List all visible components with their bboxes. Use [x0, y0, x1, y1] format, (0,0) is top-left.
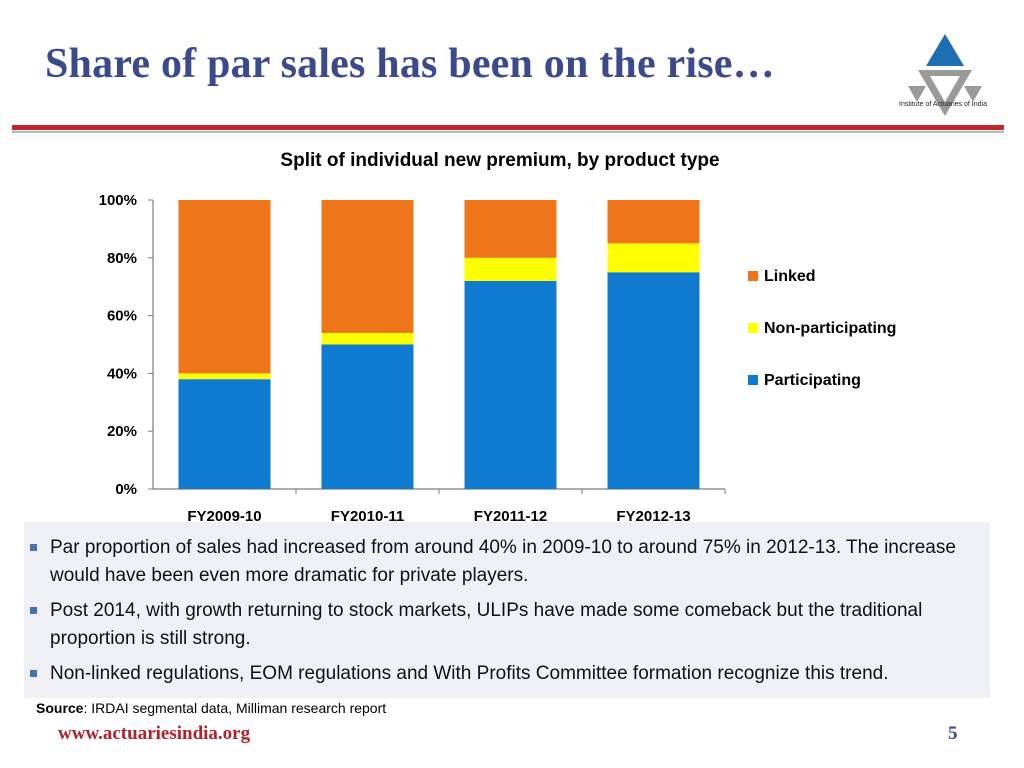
source-text: : IRDAI segmental data, Milliman researc…	[83, 700, 387, 716]
x-category-label: FY2009-10	[187, 508, 261, 525]
bar-segment-linked	[464, 200, 557, 258]
bullet-square-icon	[30, 607, 37, 614]
bar-segment-linked	[607, 200, 700, 244]
legend-label: Linked	[764, 268, 816, 285]
footer-url[interactable]: www.actuariesindia.org	[58, 723, 251, 744]
y-tick-label: 20%	[107, 423, 137, 440]
source-note: Source: IRDAI segmental data, Milliman r…	[36, 700, 386, 716]
bar-segment-non-participating	[178, 373, 271, 380]
actuaries-logo-icon	[908, 34, 982, 116]
x-category-label: FY2012-13	[616, 508, 690, 525]
bar-segment-non-participating	[321, 332, 414, 345]
bar-segment-participating	[607, 272, 700, 489]
y-tick-label: 40%	[107, 365, 137, 382]
bar-segment-linked	[178, 200, 271, 374]
bullet-item: Par proportion of sales had increased fr…	[30, 534, 970, 590]
y-tick-label: 80%	[107, 250, 137, 267]
bar-segment-linked	[321, 200, 414, 333]
logo-caption: Institute of Actuaries of India	[899, 101, 987, 108]
x-category-label: FY2011-12	[474, 508, 547, 525]
bullet-item: Non-linked regulations, EOM regulations …	[30, 660, 970, 688]
legend-swatch	[748, 271, 758, 281]
source-label: Source	[36, 700, 84, 716]
header-rule	[12, 125, 1004, 130]
bar-segment-non-participating	[464, 257, 557, 281]
y-tick-label: 0%	[115, 481, 137, 498]
legend-swatch	[748, 375, 758, 385]
bullet-square-icon	[30, 670, 37, 677]
bullet-square-icon	[30, 544, 37, 551]
slide-title: Share of par sales has been on the rise…	[45, 41, 775, 87]
bullet-text: Non-linked regulations, EOM regulations …	[50, 663, 889, 684]
page-number: 5	[948, 723, 958, 744]
x-category-label: FY2010-11	[331, 508, 404, 525]
stacked-bar-chart: 0% 20% 40% 60% 80% 100% FY2009-10 FY2010-11 FY20…	[99, 192, 897, 525]
bar-segment-participating	[464, 280, 557, 489]
legend-label: Participating	[764, 372, 861, 389]
y-tick-label: 60%	[107, 308, 137, 325]
legend-label: Non-participating	[764, 320, 896, 337]
header-rule-shadow	[12, 131, 1004, 133]
bar-segment-participating	[321, 344, 414, 489]
legend-swatch	[748, 323, 758, 333]
bullet-text: Par proportion of sales had increased fr…	[50, 537, 956, 586]
bar-segment-non-participating	[607, 243, 700, 273]
chart-title: Split of individual new premium, by prod…	[280, 150, 720, 171]
bullet-panel: Par proportion of sales had increased fr…	[24, 522, 990, 698]
y-tick-label: 100%	[99, 192, 137, 209]
bar-segment-participating	[178, 379, 271, 489]
bullet-text: Post 2014, with growth returning to stoc…	[50, 600, 923, 649]
bullet-item: Post 2014, with growth returning to stoc…	[30, 597, 970, 653]
